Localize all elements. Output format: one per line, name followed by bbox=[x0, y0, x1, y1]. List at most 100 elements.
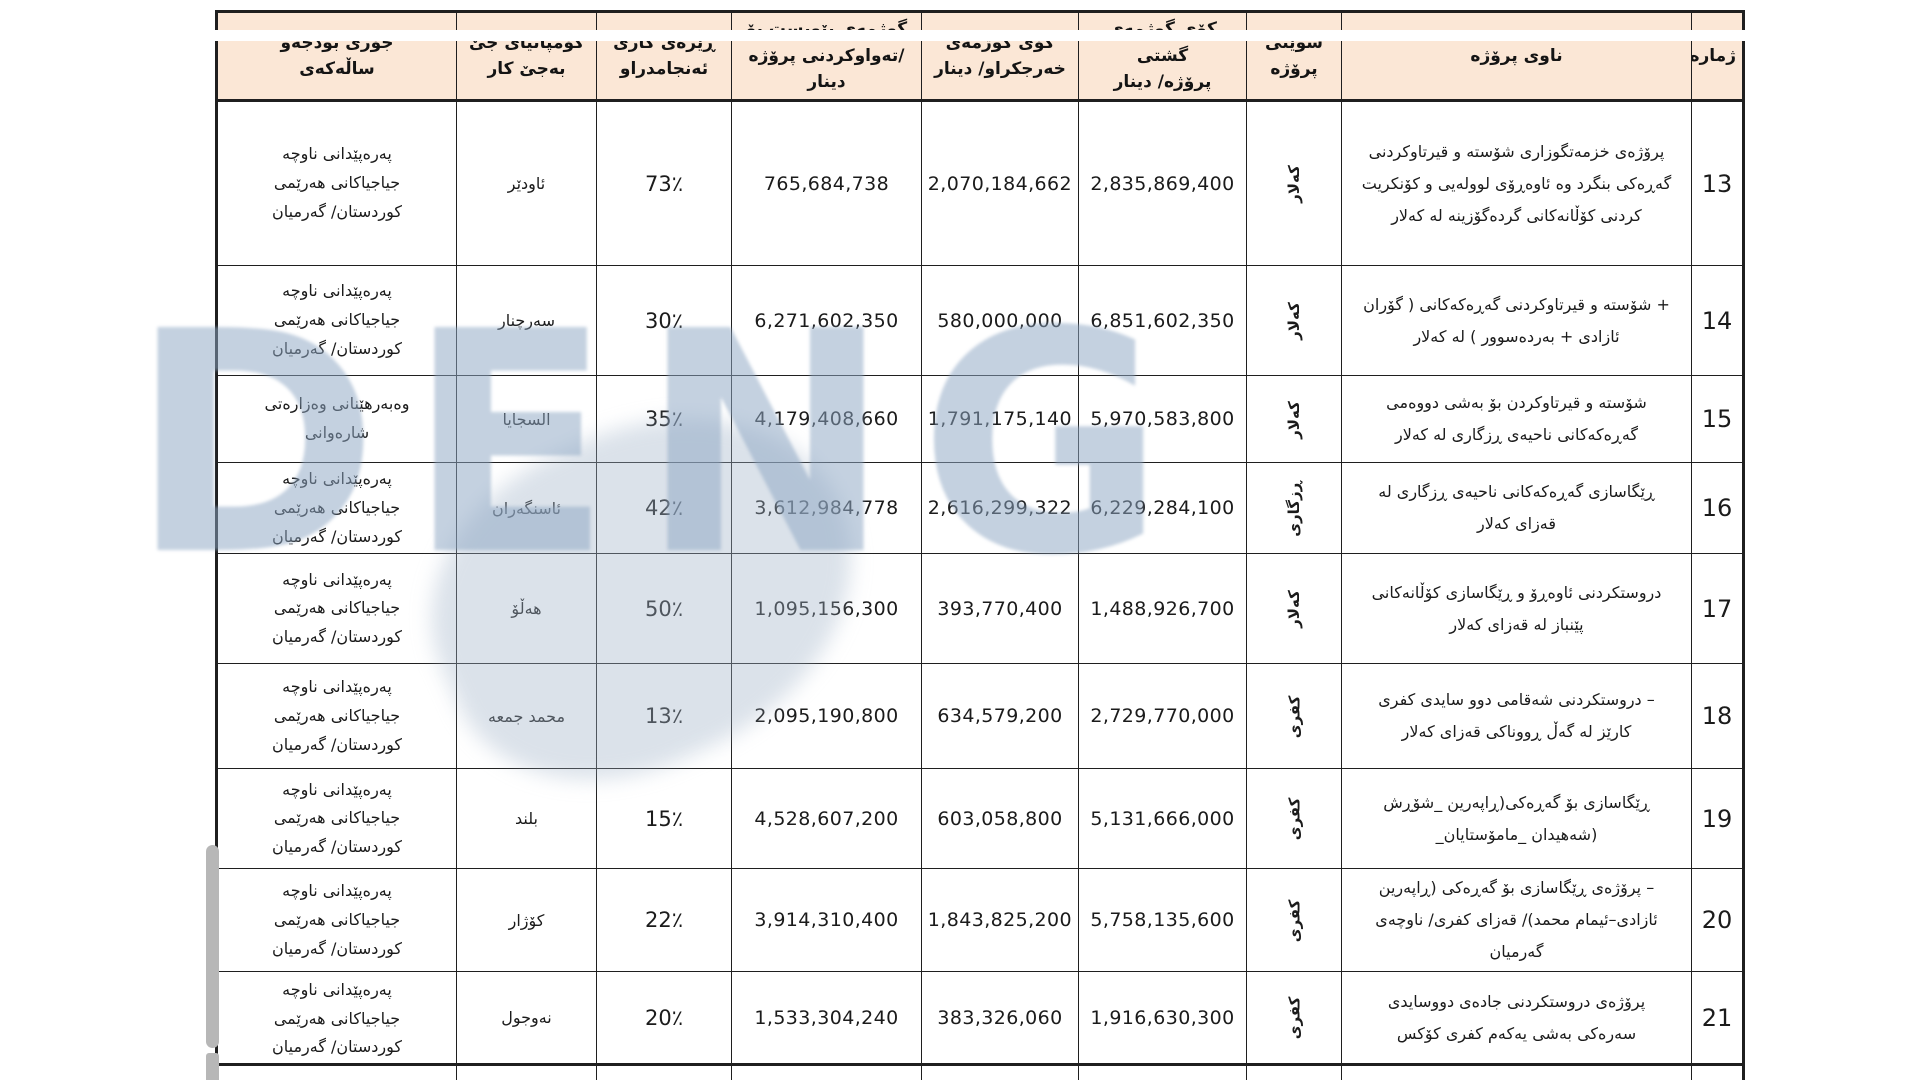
cell-budget-type: پەرەپێدانی ناوچە جیاجیاکانی هەرێمی کوردس… bbox=[216, 971, 457, 1067]
cell-location: کفری bbox=[1246, 663, 1342, 770]
cell-project-name: پرۆژەی دروستکردنی جادەی دووسایدی سەرەکی … bbox=[1341, 971, 1692, 1067]
cell-cutoff bbox=[1341, 1064, 1692, 1080]
cell-location: کەلار bbox=[1246, 265, 1342, 376]
scrollbar-thumb-fragment[interactable] bbox=[206, 1053, 219, 1080]
cell-spent-amount: 580,000,000 bbox=[921, 265, 1079, 376]
vertical-location-label: کەلار bbox=[1285, 302, 1303, 340]
cell-company: بلند bbox=[456, 768, 597, 870]
cell-company: السجايا bbox=[456, 375, 597, 463]
cell-budget-type: پەرەپێدانی ناوچە جیاجیاکانی هەرێمی کوردس… bbox=[216, 100, 457, 266]
cell-cutoff bbox=[216, 1064, 457, 1080]
cell-total-amount: 5,970,583,800 bbox=[1078, 375, 1247, 463]
cell-work-percentage: 42٪ bbox=[596, 461, 732, 555]
table-row: 15 شۆستە و قیرتاوکردن بۆ بەشی دووەمی گەڕ… bbox=[216, 375, 1744, 463]
vertical-location-label: کفری bbox=[1284, 899, 1303, 943]
cell-budget-type: پەرەپێدانی ناوچە جیاجیاکانی هەرێمی کوردس… bbox=[216, 663, 457, 770]
cell-needed-amount: 2,095,190,800 bbox=[731, 663, 922, 770]
vertical-location-label: کفری bbox=[1284, 997, 1303, 1040]
cell-location: کفری bbox=[1246, 768, 1342, 870]
vertical-location-label: کەلار bbox=[1285, 165, 1303, 203]
cell-project-name: – پرۆژەی ڕێگاسازی بۆ گەڕەکی (ڕاپەرین ئاز… bbox=[1341, 868, 1692, 973]
cell-number: 18 bbox=[1691, 663, 1744, 770]
cell-work-percentage: 73٪ bbox=[596, 100, 732, 266]
cell-budget-type: پەرەپێدانی ناوچە جیاجیاکانی هەرێمی کوردس… bbox=[216, 265, 457, 376]
vertical-location-label: کفری bbox=[1284, 798, 1303, 841]
column-header-number: ژماره bbox=[1691, 11, 1744, 102]
column-header-executing-company: کۆمپانیای جێ بەجێ کار bbox=[456, 11, 597, 102]
cell-location: کەلار bbox=[1246, 100, 1342, 266]
cell-project-name: – دروستکردنی شەقامی دوو سایدی کفری کارێز… bbox=[1341, 663, 1692, 770]
column-header-total-amount: کۆی گوژمەی گشتی پرۆژه/ دینار bbox=[1078, 11, 1247, 102]
cell-needed-amount: 3,612,984,778 bbox=[731, 461, 922, 555]
cell-needed-amount: 4,528,607,200 bbox=[731, 768, 922, 870]
cell-spent-amount: 634,579,200 bbox=[921, 663, 1079, 770]
cell-number: 19 bbox=[1691, 768, 1744, 870]
cell-number: 16 bbox=[1691, 461, 1744, 555]
cell-work-percentage: 30٪ bbox=[596, 265, 732, 376]
cell-budget-type: پەرەپێدانی ناوچە جیاجیاکانی هەرێمی کوردس… bbox=[216, 553, 457, 665]
cell-total-amount: 2,729,770,000 bbox=[1078, 663, 1247, 770]
cell-work-percentage: 22٪ bbox=[596, 868, 732, 973]
cell-needed-amount: 765,684,738 bbox=[731, 100, 922, 266]
column-header-budget-type: جۆری بودجەو ساڵەکەی bbox=[216, 11, 457, 102]
cell-project-name: ڕێگاسازی بۆ گەڕەکی(ڕاپەرین _شۆڕش (شەهیدا… bbox=[1341, 768, 1692, 870]
cell-total-amount: 5,131,666,000 bbox=[1078, 768, 1247, 870]
cell-cutoff bbox=[921, 1064, 1079, 1080]
scan-artifact-stripe bbox=[0, 30, 1920, 41]
cell-cutoff bbox=[1691, 1064, 1744, 1080]
cell-spent-amount: 2,616,299,322 bbox=[921, 461, 1079, 555]
cell-company: ئاسنگەران bbox=[456, 461, 597, 555]
cell-project-name: دروستکردنی ئاوەڕۆ و ڕێگاسازی کۆڵانەکانی … bbox=[1341, 553, 1692, 665]
column-header-project-name: ناوی پرۆژه bbox=[1341, 11, 1692, 102]
vertical-location-label: کفری bbox=[1284, 695, 1303, 739]
cell-total-amount: 6,229,284,100 bbox=[1078, 461, 1247, 555]
cell-spent-amount: 1,843,825,200 bbox=[921, 868, 1079, 973]
cell-project-name: ڕێگاسازی گەڕەکەکانی ناحیەی ڕزگاری لە قەز… bbox=[1341, 461, 1692, 555]
cell-budget-type: پەرەپێدانی ناوچە جیاجیاکانی هەرێمی کوردس… bbox=[216, 461, 457, 555]
scrollbar-thumb[interactable] bbox=[206, 845, 219, 1048]
cell-cutoff bbox=[1078, 1064, 1247, 1080]
cell-location: کەلار bbox=[1246, 553, 1342, 665]
column-header-project-location: شوێنی پرۆژه bbox=[1246, 11, 1342, 102]
cell-budget-type: پەرەپێدانی ناوچە جیاجیاکانی هەرێمی کوردس… bbox=[216, 868, 457, 973]
column-header-spent-amount: کۆی گوژمەی خەرجکراو/ دینار bbox=[921, 11, 1079, 102]
cell-budget-type: پەرەپێدانی ناوچە جیاجیاکانی هەرێمی کوردس… bbox=[216, 768, 457, 870]
table-row: 21 پرۆژەی دروستکردنی جادەی دووسایدی سەرە… bbox=[216, 971, 1744, 1067]
cell-cutoff bbox=[456, 1064, 597, 1080]
cell-company: هەڵۆ bbox=[456, 553, 597, 665]
header-row: ژماره ناوی پرۆژه شوێنی پرۆژه کۆی گوژمەی … bbox=[216, 11, 1744, 102]
table-row: 14 + شۆستە و قیرتاوکردنی گەڕەکەکانی ( گۆ… bbox=[216, 265, 1744, 376]
cell-needed-amount: 6,271,602,350 bbox=[731, 265, 922, 376]
table-row: 17 دروستکردنی ئاوەڕۆ و ڕێگاسازی کۆڵانەکا… bbox=[216, 553, 1744, 665]
cell-work-percentage: 20٪ bbox=[596, 971, 732, 1067]
cell-location: کەلار bbox=[1246, 375, 1342, 463]
table-row: 20 – پرۆژەی ڕێگاسازی بۆ گەڕەکی (ڕاپەرین … bbox=[216, 868, 1744, 973]
cell-number: 20 bbox=[1691, 868, 1744, 973]
cell-number: 15 bbox=[1691, 375, 1744, 463]
cell-work-percentage: 13٪ bbox=[596, 663, 732, 770]
column-header-work-percentage: ڕێژەی کاری ئەنجامدراو bbox=[596, 11, 732, 102]
vertical-location-label: کەلار bbox=[1285, 590, 1303, 629]
cell-spent-amount: 603,058,800 bbox=[921, 768, 1079, 870]
cell-company: سەرچنار bbox=[456, 265, 597, 376]
cell-spent-amount: 1,791,175,140 bbox=[921, 375, 1079, 463]
cell-location: کفری bbox=[1246, 868, 1342, 973]
cell-budget-type: وەبەرهێنانی وەزارەتی شارەوانی bbox=[216, 375, 457, 463]
cell-spent-amount: 383,326,060 bbox=[921, 971, 1079, 1067]
projects-table: ژماره ناوی پرۆژه شوێنی پرۆژه کۆی گوژمەی … bbox=[215, 10, 1745, 1080]
cell-project-name: + شۆستە و قیرتاوکردنی گەڕەکەکانی ( گۆران… bbox=[1341, 265, 1692, 376]
cell-project-name: پرۆژەی خزمەتگوزاری شۆستە و قیرتاوکردنی گ… bbox=[1341, 100, 1692, 266]
cell-needed-amount: 4,179,408,660 bbox=[731, 375, 922, 463]
cell-total-amount: 1,488,926,700 bbox=[1078, 553, 1247, 665]
cell-total-amount: 6,851,602,350 bbox=[1078, 265, 1247, 376]
cell-cutoff bbox=[596, 1064, 732, 1080]
cell-company: کۆژار bbox=[456, 868, 597, 973]
cell-needed-amount: 3,914,310,400 bbox=[731, 868, 922, 973]
table-row: 19 ڕێگاسازی بۆ گەڕەکی(ڕاپەرین _شۆڕش (شەه… bbox=[216, 768, 1744, 870]
cell-number: 21 bbox=[1691, 971, 1744, 1067]
cell-number: 17 bbox=[1691, 553, 1744, 665]
vertical-location-label: ڕزگاری bbox=[1285, 480, 1303, 537]
cell-total-amount: 5,758,135,600 bbox=[1078, 868, 1247, 973]
cell-spent-amount: 393,770,400 bbox=[921, 553, 1079, 665]
table-row-cutoff bbox=[216, 1064, 1744, 1080]
